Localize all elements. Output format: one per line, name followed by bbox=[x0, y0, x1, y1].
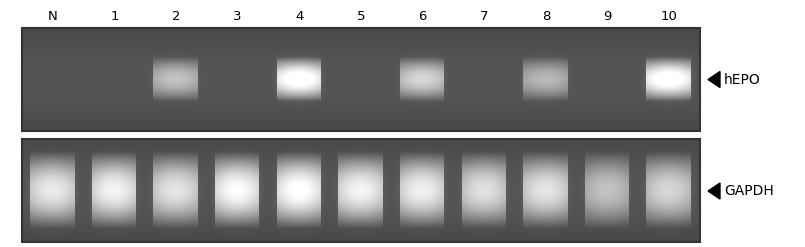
Text: 4: 4 bbox=[295, 10, 303, 23]
Text: 9: 9 bbox=[604, 10, 612, 23]
Text: 6: 6 bbox=[419, 10, 427, 23]
Text: 7: 7 bbox=[480, 10, 489, 23]
Text: 1: 1 bbox=[110, 10, 118, 23]
Text: 5: 5 bbox=[357, 10, 365, 23]
Text: 2: 2 bbox=[171, 10, 180, 23]
Text: 3: 3 bbox=[233, 10, 242, 23]
Bar bbox=[22, 140, 700, 243]
Bar bbox=[22, 28, 700, 131]
Polygon shape bbox=[708, 71, 720, 87]
Text: 10: 10 bbox=[661, 10, 678, 23]
Text: hEPO: hEPO bbox=[724, 73, 761, 86]
Text: 8: 8 bbox=[542, 10, 550, 23]
Polygon shape bbox=[708, 183, 720, 199]
Text: N: N bbox=[48, 10, 58, 23]
Text: GAPDH: GAPDH bbox=[724, 184, 774, 198]
